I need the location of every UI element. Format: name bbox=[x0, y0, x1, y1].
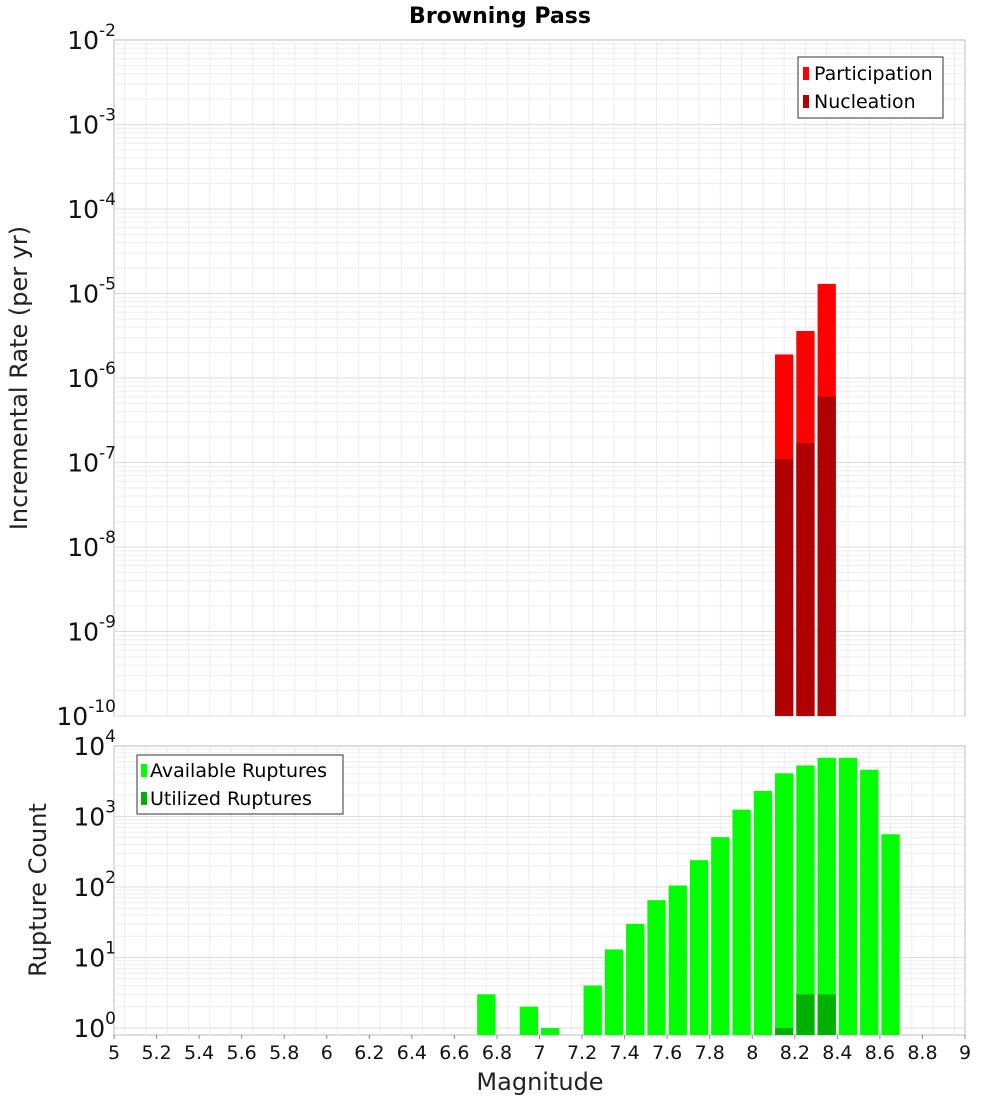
x-tick-label: 6.4 bbox=[397, 1042, 427, 1064]
bottom-y-tick-label: 101 bbox=[73, 938, 116, 972]
bar-nucleation bbox=[796, 443, 815, 716]
x-tick-label: 5.2 bbox=[141, 1042, 171, 1064]
bottom-y-tick-label: 104 bbox=[73, 727, 116, 761]
bottom-y-tick-label: 100 bbox=[73, 1009, 116, 1043]
bar-utilized-ruptures bbox=[775, 1027, 794, 1035]
legend-swatch-nucleation bbox=[803, 95, 809, 108]
bar-nucleation bbox=[817, 396, 836, 716]
bottom-x-ticks: 5 5.2 5.4 5.6 5.8 6 6.2 6.4 6.6 6.8 7 7.2 7.4 7.6 7.8 8… bbox=[108, 1035, 971, 1064]
x-tick-label: 8.2 bbox=[780, 1042, 810, 1064]
top-y-axis-title: Incremental Rate (per yr) bbox=[5, 226, 33, 530]
bar-available-ruptures bbox=[689, 860, 709, 1035]
x-tick-label: 7.8 bbox=[695, 1042, 725, 1064]
top-y-tick-label: 10-10 bbox=[56, 697, 116, 731]
bottom-panel: 100 101 102 103 104 5 5.2 5.4 5.6 5.8 6 6.2 6.4 6.6 6… bbox=[24, 727, 971, 1096]
x-tick-label: 8.4 bbox=[822, 1042, 852, 1064]
bar-available-ruptures bbox=[838, 757, 858, 1035]
legend-label-available: Available Ruptures bbox=[150, 760, 327, 782]
x-tick-label: 6.6 bbox=[439, 1042, 469, 1064]
bar-available-ruptures bbox=[881, 834, 900, 1035]
x-tick-label: 6.2 bbox=[354, 1042, 384, 1064]
top-y-tick-label: 10-2 bbox=[67, 21, 116, 55]
top-legend-box bbox=[797, 56, 944, 119]
x-tick-label: 5 bbox=[108, 1042, 120, 1064]
x-tick-label: 7.2 bbox=[567, 1042, 597, 1064]
legend-swatch-participation bbox=[803, 67, 809, 80]
top-y-tick-label: 10-3 bbox=[67, 106, 116, 140]
bar-available-ruptures bbox=[668, 885, 687, 1035]
bar-available-ruptures bbox=[732, 809, 751, 1035]
bar-available-ruptures bbox=[860, 769, 879, 1035]
bar-utilized-ruptures bbox=[817, 994, 836, 1035]
bottom-bars bbox=[477, 757, 900, 1035]
bar-available-ruptures bbox=[817, 757, 836, 1035]
bottom-y-tick-label: 102 bbox=[73, 868, 116, 902]
bar-available-ruptures bbox=[753, 790, 773, 1035]
bottom-y-axis-title: Rupture Count bbox=[24, 803, 52, 977]
x-tick-label: 9 bbox=[959, 1042, 971, 1064]
top-y-tick-label: 10-8 bbox=[67, 528, 116, 562]
legend-label-nucleation: Nucleation bbox=[814, 91, 916, 113]
bar-available-ruptures bbox=[477, 994, 496, 1035]
x-tick-label: 8.6 bbox=[865, 1042, 895, 1064]
bar-available-ruptures bbox=[775, 773, 794, 1035]
legend-label-utilized: Utilized Ruptures bbox=[150, 788, 312, 810]
bar-available-ruptures bbox=[583, 985, 602, 1035]
bottom-legend-box bbox=[136, 754, 344, 815]
bar-available-ruptures bbox=[604, 949, 624, 1035]
bar-available-ruptures bbox=[626, 923, 645, 1035]
bar-available-ruptures bbox=[647, 900, 666, 1035]
x-tick-label: 8.8 bbox=[907, 1042, 937, 1064]
top-y-tick-label: 10-4 bbox=[67, 190, 116, 224]
top-y-tick-label: 10-6 bbox=[67, 359, 116, 393]
bottom-y-tick-label: 103 bbox=[73, 797, 116, 831]
bottom-y-ticks: 100 101 102 103 104 bbox=[73, 727, 116, 1043]
top-y-ticks: 10-10 10-9 10-8 10-7 10-6 10-5 10-4 10-3 10-2 bbox=[56, 21, 116, 731]
bar-utilized-ruptures bbox=[796, 994, 815, 1035]
x-tick-label: 6 bbox=[321, 1042, 333, 1064]
x-tick-label: 5.8 bbox=[269, 1042, 299, 1064]
legend-swatch-available bbox=[141, 764, 147, 777]
x-tick-label: 5.4 bbox=[184, 1042, 214, 1064]
chart-title: Browning Pass bbox=[409, 4, 591, 29]
bar-nucleation bbox=[775, 459, 794, 716]
top-y-tick-label: 10-9 bbox=[67, 613, 116, 647]
top-panel: 10-10 10-9 10-8 10-7 10-6 10-5 10-4 10-3 10-2 In… bbox=[5, 21, 966, 731]
legend-label-participation: Participation bbox=[814, 63, 933, 85]
x-axis-title: Magnitude bbox=[476, 1068, 603, 1096]
x-tick-label: 7.6 bbox=[652, 1042, 682, 1064]
bar-available-ruptures bbox=[541, 1027, 560, 1035]
bar-available-ruptures bbox=[796, 765, 815, 1035]
x-tick-label: 6.8 bbox=[482, 1042, 512, 1064]
top-bars bbox=[775, 283, 836, 716]
top-y-tick-label: 10-5 bbox=[67, 275, 116, 309]
bar-available-ruptures bbox=[711, 837, 730, 1035]
bottom-legend: Available Ruptures Utilized Ruptures bbox=[136, 754, 344, 815]
x-tick-label: 7.4 bbox=[609, 1042, 639, 1064]
x-tick-label: 5.6 bbox=[227, 1042, 257, 1064]
bar-available-ruptures bbox=[519, 1006, 538, 1035]
x-tick-label: 7 bbox=[533, 1042, 545, 1064]
top-legend: Participation Nucleation bbox=[797, 56, 944, 119]
legend-swatch-utilized bbox=[141, 792, 147, 805]
x-tick-label: 8 bbox=[746, 1042, 758, 1064]
top-y-tick-label: 10-7 bbox=[67, 444, 116, 478]
